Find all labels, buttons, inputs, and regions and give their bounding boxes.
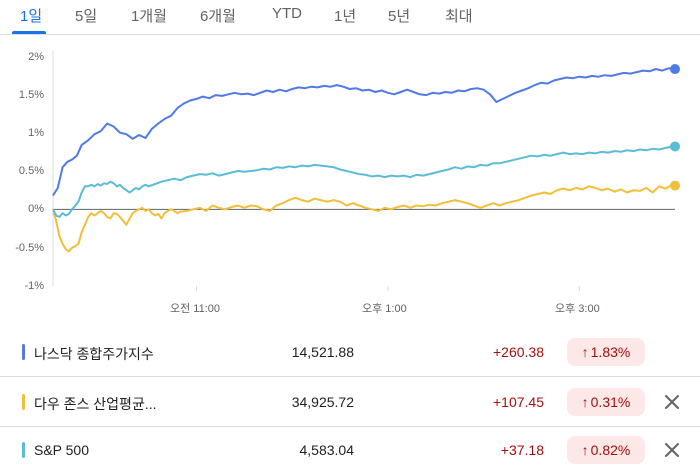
percent-change-badge: ↑ 0.82% — [567, 436, 645, 464]
row-divider — [0, 376, 700, 377]
index-change: +37.18 — [500, 442, 544, 458]
x-tick-label: 오전 11:00 — [170, 303, 221, 315]
percent-change-value: 0.82% — [590, 442, 631, 458]
tab-ytd[interactable]: YTD — [272, 5, 302, 22]
y-tick-label: 0% — [28, 203, 44, 215]
arrow-up-icon: ↑ — [581, 394, 589, 410]
tab-5y[interactable]: 5년 — [388, 8, 411, 25]
index-change: +107.45 — [493, 394, 544, 410]
close-icon[interactable] — [660, 390, 684, 414]
arrow-up-icon: ↑ — [581, 442, 589, 458]
index-change: +260.38 — [493, 344, 544, 360]
index-row-nasdaq[interactable]: 나스닥 종합주가지수 14,521.88 +260.38 ↑ 1.83% — [0, 330, 700, 377]
percent-change-value: 1.83% — [590, 344, 631, 360]
index-name: S&P 500 — [34, 442, 90, 458]
index-price: 14,521.88 — [291, 344, 354, 360]
active-tab-indicator — [12, 31, 46, 34]
series-color-marker — [22, 344, 25, 360]
y-tick-label: -1% — [24, 280, 44, 292]
series-end-point — [670, 180, 680, 191]
range-tabs: 1일 5일 1개월 6개월 YTD 1년 5년 최대 — [0, 0, 700, 40]
x-tick-label: 오후 3:00 — [555, 303, 600, 315]
tabs-divider — [0, 34, 700, 35]
series-end-point — [670, 141, 680, 152]
tab-1d[interactable]: 1일 — [20, 8, 43, 25]
row-divider — [0, 426, 700, 427]
tab-1y[interactable]: 1년 — [334, 8, 357, 25]
index-price: 34,925.72 — [291, 394, 354, 410]
index-name: 나스닥 종합주가지수 — [34, 346, 154, 362]
y-tick-label: 0.5% — [18, 165, 44, 177]
arrow-up-icon: ↑ — [581, 344, 589, 360]
index-row-sp500[interactable]: S&P 500 4,583.04 +37.18 ↑ 0.82% — [0, 428, 700, 474]
tab-max[interactable]: 최대 — [445, 8, 473, 25]
tab-1m[interactable]: 1개월 — [131, 8, 167, 25]
series-color-marker — [22, 442, 25, 458]
tab-6m[interactable]: 6개월 — [200, 8, 236, 25]
tab-5d[interactable]: 5일 — [75, 8, 98, 25]
index-name: 다우 존스 산업평균... — [34, 396, 157, 412]
index-row-dow[interactable]: 다우 존스 산업평균... 34,925.72 +107.45 ↑ 0.31% — [0, 380, 700, 427]
y-tick-label: 1% — [28, 127, 44, 139]
percent-change-badge: ↑ 0.31% — [567, 388, 645, 416]
percent-change-value: 0.31% — [590, 394, 631, 410]
series-line — [52, 183, 676, 253]
index-price: 4,583.04 — [299, 442, 355, 458]
y-tick-label: 2% — [28, 51, 44, 63]
series-end-point — [670, 64, 680, 75]
close-icon[interactable] — [660, 438, 684, 462]
series-line — [52, 67, 676, 197]
y-tick-label: 1.5% — [18, 89, 44, 101]
index-chart[interactable]: 2% 1.5% 1% 0.5% 0% -0.5% -1% 오전 11:00 오후… — [0, 36, 700, 326]
chart-plot — [52, 51, 680, 291]
series-color-marker — [22, 394, 25, 410]
percent-change-badge: ↑ 1.83% — [567, 338, 645, 366]
series-line — [52, 145, 675, 218]
y-tick-label: -0.5% — [15, 242, 44, 254]
x-tick-label: 오후 1:00 — [362, 303, 407, 315]
